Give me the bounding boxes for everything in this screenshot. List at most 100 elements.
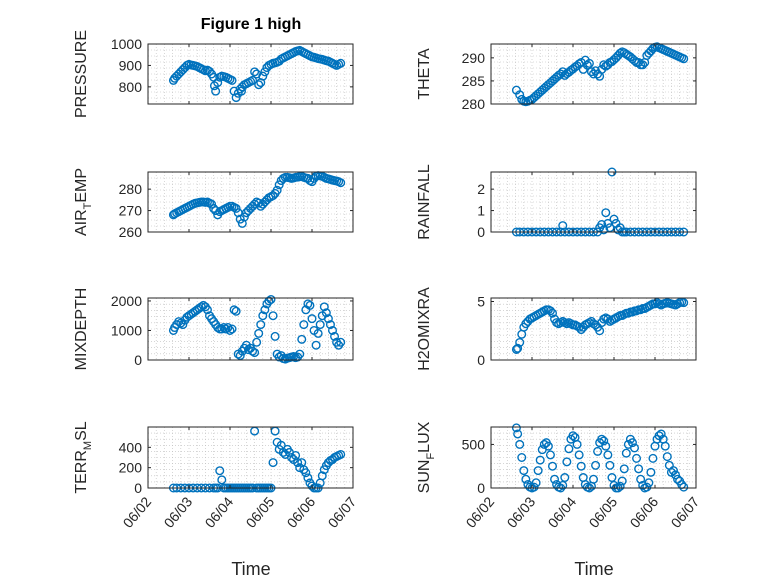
marker-series [511,297,689,354]
x-tick-label: 06/04 [545,493,580,530]
y-axis-label: MIXDEPTH [73,288,90,371]
data-point [227,324,237,334]
data-point [535,455,545,465]
subplot-pressure: 800 900 1000 PRESSURE [73,30,354,118]
data-point [511,344,521,354]
data-point [568,431,578,441]
data-point [325,320,335,330]
data-point [531,478,541,488]
data-point [560,473,570,483]
data-point [211,206,221,216]
data-point [213,323,223,333]
data-point [582,60,592,70]
data-point [621,448,631,458]
y-tick-label: 2 [477,181,485,197]
x-tick-label: 06/04 [202,493,237,530]
y-tick-label: 260 [119,224,143,240]
y-tick-label: 0 [477,224,485,240]
data-point [217,475,227,485]
data-point [638,60,648,70]
x-tick-label: 06/05 [243,493,278,530]
data-point [679,482,689,492]
axes-box [147,426,354,489]
data-point [515,439,525,449]
data-point [217,324,227,334]
data-point [558,480,568,490]
y-tick-label: 0 [134,352,142,368]
marker-series [511,42,689,107]
data-point [252,337,262,347]
data-point [336,58,346,68]
y-axis-label: PRESSURE [73,30,90,118]
y-tick-label: 0 [134,480,142,496]
data-point [207,199,217,209]
data-point [662,452,672,462]
data-point [229,305,239,315]
data-point [513,343,523,353]
data-point [644,478,654,488]
data-point [595,326,605,336]
data-point [248,75,258,85]
subplot-mixdepth: 0 1000 2000 MIXDEPTH [73,288,354,371]
data-point [597,219,607,229]
data-point [562,457,572,467]
figure-title: Figure 1 high [201,16,301,33]
x-tick-label: 06/03 [504,493,539,530]
data-point [548,308,558,318]
data-point [627,438,637,448]
y-axis-label: TERRMSL [73,421,94,493]
data-point [260,305,270,315]
data-point [274,352,284,362]
x-tick-label: 06/02 [120,493,155,530]
data-point [605,460,615,470]
data-point [336,178,346,188]
data-point [299,320,309,330]
y-axis-label: SUNFLUX [416,421,437,493]
data-point [648,453,658,463]
marker-series [168,294,346,364]
data-point [601,208,611,218]
data-point [576,461,586,471]
grid [490,43,697,105]
data-point [256,320,266,330]
data-point [599,225,609,235]
data-point [603,314,613,324]
data-point [615,48,625,58]
x-axis-title-left: Time [231,559,270,579]
data-point [539,439,549,449]
data-point [321,308,331,318]
y-tick-label: 5 [477,294,485,310]
data-point [636,474,646,484]
data-point [517,453,527,463]
data-point [511,423,521,433]
data-point [303,473,313,483]
data-point [303,299,313,309]
data-point [533,466,543,476]
y-tick-label: 0 [477,480,485,496]
data-point [601,441,611,451]
y-tick-label: 280 [119,181,143,197]
data-point [603,450,613,460]
marker-series [168,45,346,103]
data-point [591,460,601,470]
y-tick-label: 2000 [111,293,142,309]
y-axis-label: H2OMIXRA [416,287,433,371]
marker-series [511,423,689,493]
data-point [336,337,346,347]
data-point [178,320,188,330]
y-tick-label: 1000 [111,36,142,52]
data-point [264,296,274,306]
data-point [323,314,333,324]
data-point [202,305,212,315]
data-point [266,294,276,304]
data-point [515,337,525,347]
data-point [231,203,241,213]
marker-series [168,171,346,228]
data-point [593,446,603,456]
data-point [313,328,323,338]
data-point [642,482,652,492]
data-point [268,458,278,468]
y-tick-label: 280 [462,96,486,112]
data-point [619,464,629,474]
data-point [250,348,260,358]
